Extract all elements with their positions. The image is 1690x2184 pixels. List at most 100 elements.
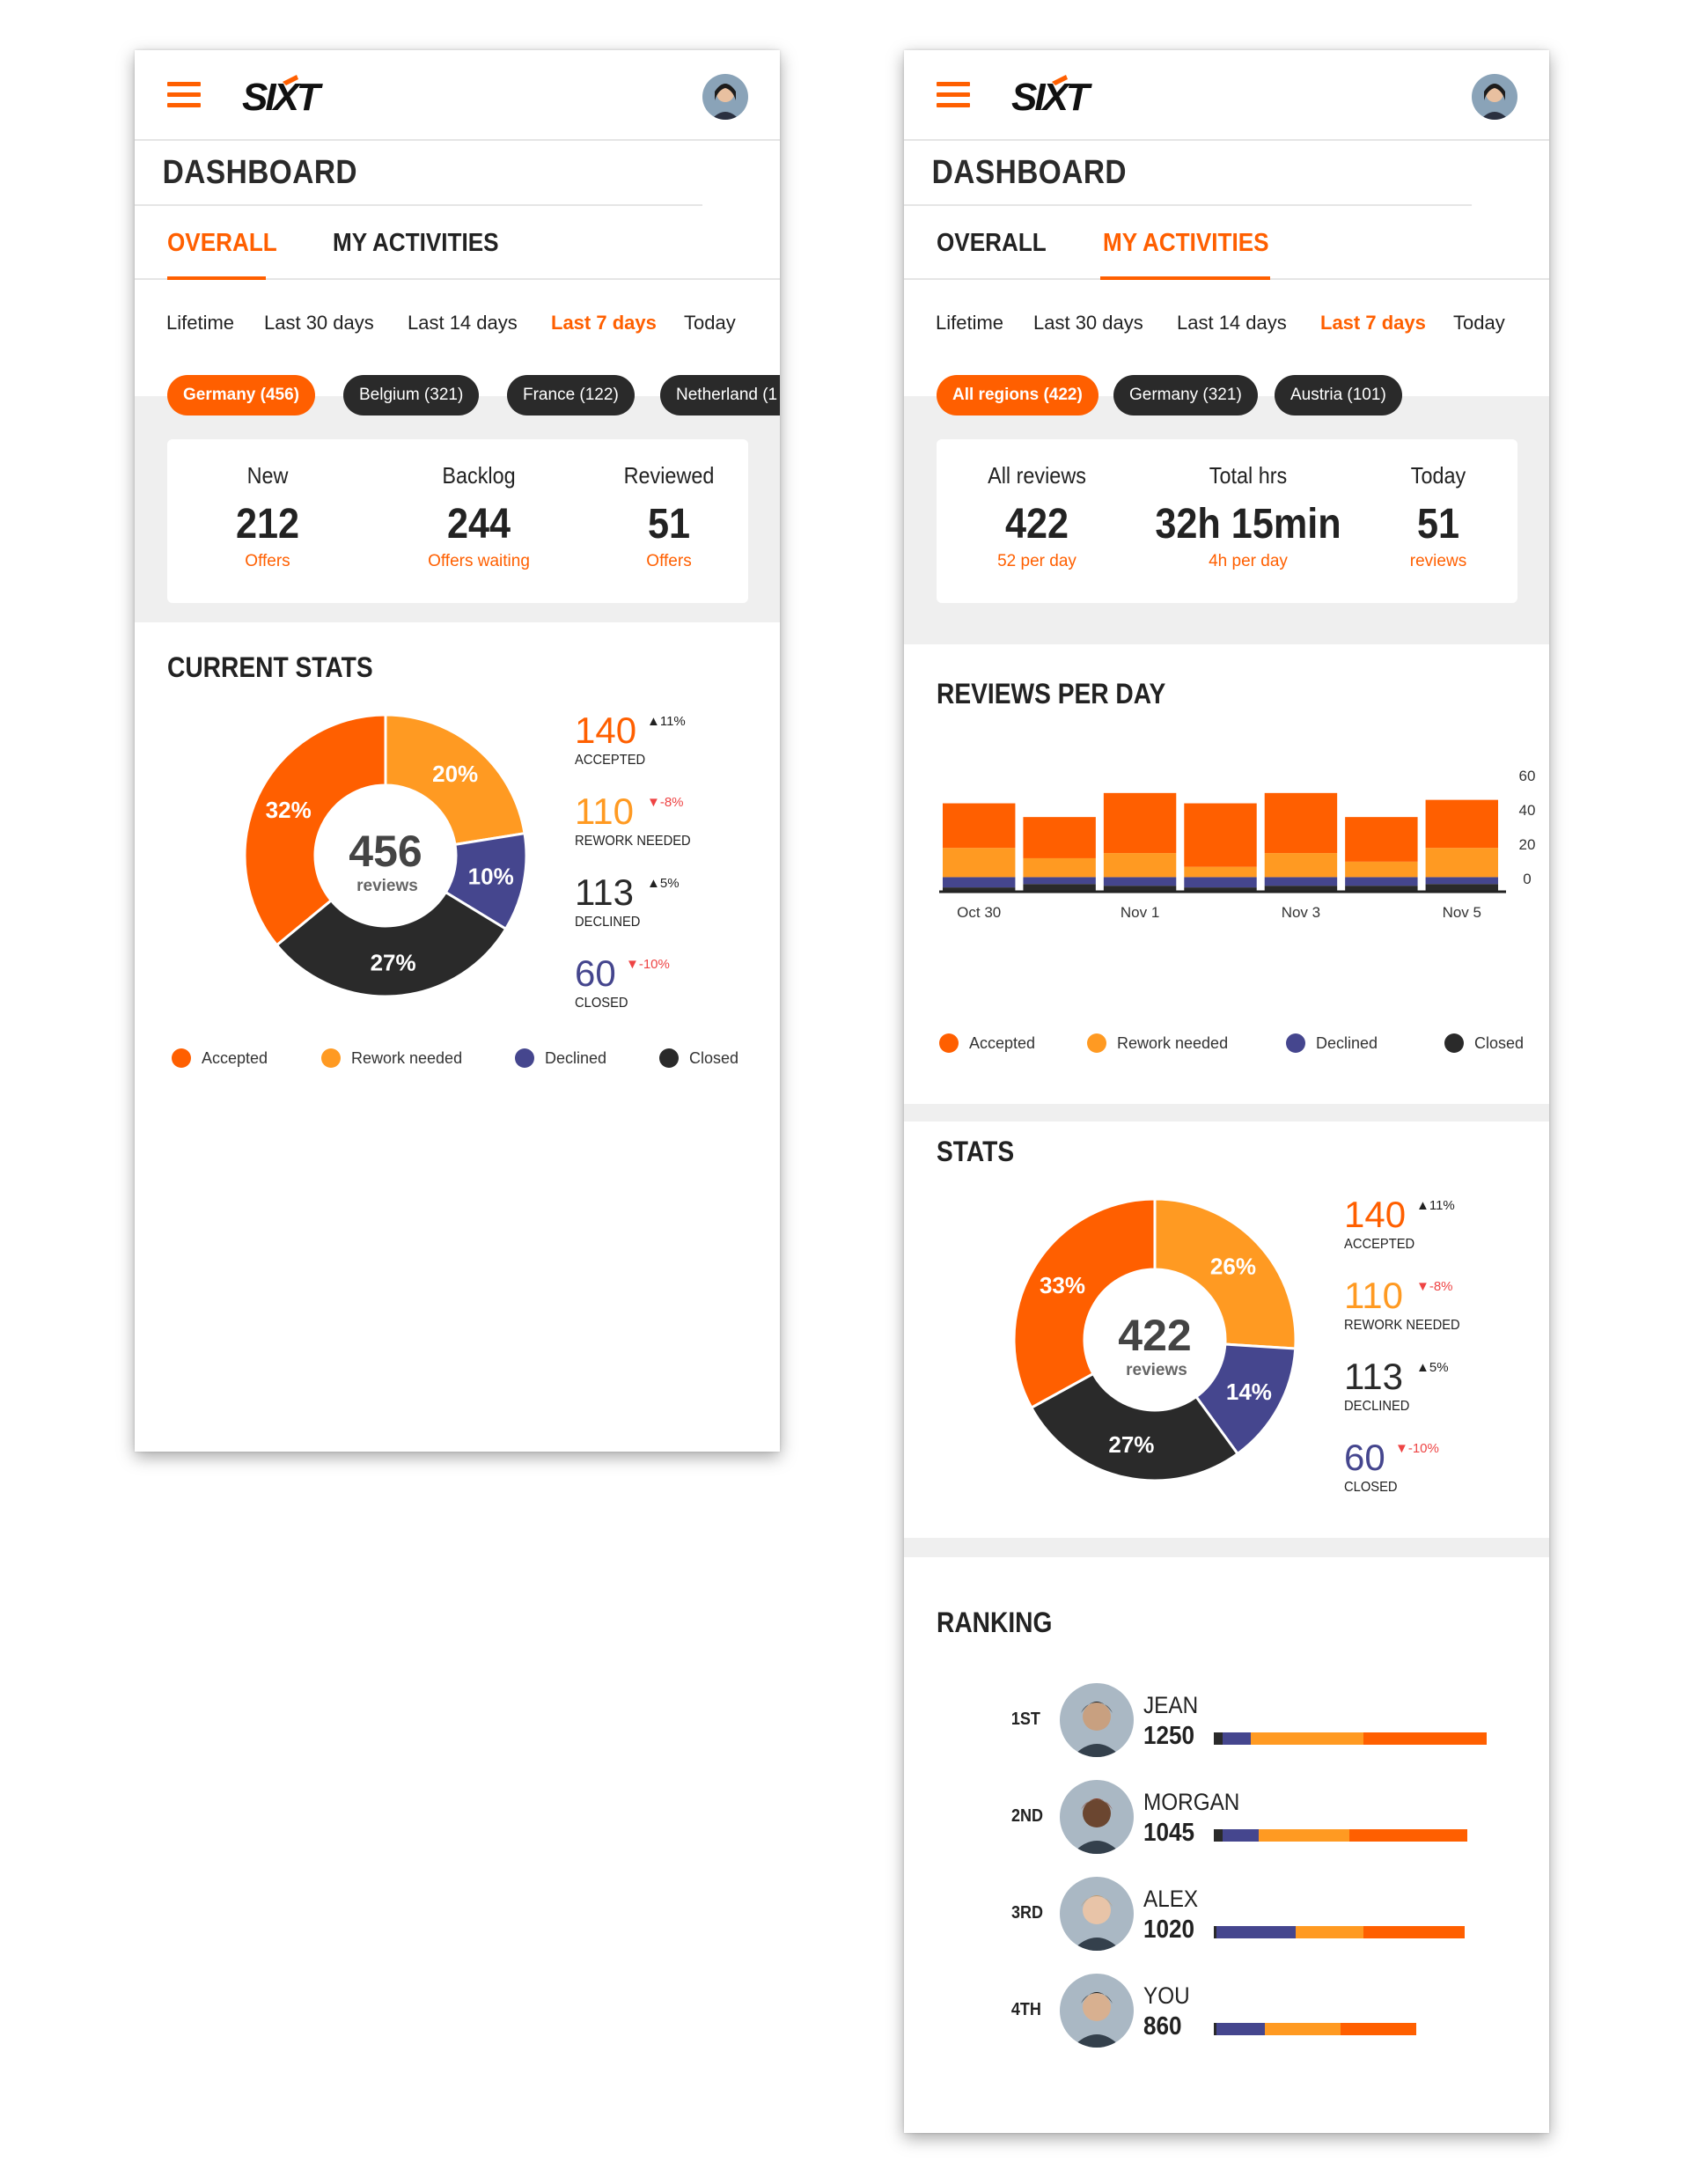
bar-segment-accepted[interactable] <box>1103 792 1177 854</box>
kpi-total-hrs: Total hrs 32h 15min 4h per day <box>1145 462 1352 571</box>
avatar[interactable] <box>1472 74 1517 120</box>
avatar <box>1060 1974 1134 2048</box>
kpi-backlog: Backlog 244 Offers waiting <box>428 462 530 571</box>
bar-segment-accepted[interactable] <box>1023 817 1096 858</box>
bar-segment-declined[interactable] <box>1345 877 1418 886</box>
bar-segment-closed[interactable] <box>1184 887 1257 891</box>
legend-item-accepted[interactable]: Accepted <box>939 1033 1035 1053</box>
bar-segment-rework[interactable] <box>1103 853 1177 878</box>
bar-segment-declined[interactable] <box>1425 877 1498 885</box>
rank-bar-declined <box>1222 1732 1251 1745</box>
bar-segment-closed[interactable] <box>1425 884 1498 891</box>
tab-my-activities[interactable]: MY ACTIVITIES <box>333 228 499 257</box>
donut-slice-closed[interactable] <box>275 890 508 998</box>
slice-label: 32% <box>266 797 312 823</box>
tab-overall[interactable]: OVERALL <box>167 228 277 257</box>
hamburger-icon[interactable] <box>167 82 201 110</box>
donut-slice-rework[interactable] <box>384 713 526 847</box>
stat-label: DECLINED <box>1344 1399 1410 1414</box>
tab-my-activities[interactable]: MY ACTIVITIES <box>1103 228 1269 257</box>
bar-segment-rework[interactable] <box>1425 848 1498 878</box>
range-last-7-days[interactable]: Last 7 days <box>551 312 657 334</box>
bar-segment-accepted[interactable] <box>1264 792 1338 854</box>
rank-bar-declined <box>1216 1926 1296 1938</box>
bar-segment-accepted[interactable] <box>1345 817 1418 862</box>
section-divider <box>904 1104 1549 1121</box>
donut-total: 456 <box>349 827 422 876</box>
stat-change: ▲11% <box>647 714 686 729</box>
chip-netherland[interactable]: Netherland (1 <box>660 375 780 415</box>
chip-belgium[interactable]: Belgium (321) <box>343 375 480 415</box>
bar-segment-rework[interactable] <box>1184 866 1257 878</box>
range-today[interactable]: Today <box>1453 312 1505 334</box>
ranking-row[interactable]: 3RD ALEX 1020 <box>904 1877 1549 1956</box>
x-tick-label: Oct 30 <box>957 904 1001 921</box>
chip-france[interactable]: France (122) <box>507 375 635 415</box>
bar-segment-rework[interactable] <box>943 848 1016 878</box>
tab-overall[interactable]: OVERALL <box>937 228 1047 257</box>
bar-segment-closed[interactable] <box>1023 884 1096 891</box>
bar-segment-declined[interactable] <box>1103 877 1177 886</box>
range-today[interactable]: Today <box>684 312 736 334</box>
range-last-14-days[interactable]: Last 14 days <box>1177 312 1287 334</box>
kpi-value: 244 <box>446 501 511 548</box>
bar-segment-accepted[interactable] <box>1184 803 1257 867</box>
stat-change: ▼-8% <box>1416 1279 1453 1294</box>
rank-bar-accepted <box>1363 1732 1488 1745</box>
stat-value: 60 <box>575 952 616 994</box>
bar-segment-closed[interactable] <box>943 887 1016 891</box>
kpi-value: 51 <box>1416 501 1460 548</box>
chip-all-regions[interactable]: All regions (422) <box>937 375 1098 415</box>
range-last-14-days[interactable]: Last 14 days <box>408 312 518 334</box>
donut-slice-closed[interactable] <box>1029 1371 1240 1482</box>
chip-austria[interactable]: Austria (101) <box>1275 375 1402 415</box>
bar-segment-rework[interactable] <box>1023 857 1096 878</box>
legend-item-rework[interactable]: Rework needed <box>321 1048 462 1068</box>
bar-segment-declined[interactable] <box>1184 877 1257 888</box>
legend-item-closed[interactable]: Closed <box>659 1048 738 1068</box>
kpi-sub: Offers <box>245 552 290 570</box>
avatar[interactable] <box>702 74 748 120</box>
bar-segment-closed[interactable] <box>1345 886 1418 891</box>
legend-item-closed[interactable]: Closed <box>1444 1033 1524 1053</box>
hamburger-icon[interactable] <box>937 82 970 110</box>
legend-item-rework[interactable]: Rework needed <box>1087 1033 1228 1053</box>
range-last-30-days[interactable]: Last 30 days <box>264 312 374 334</box>
legend-item-accepted[interactable]: Accepted <box>172 1048 268 1068</box>
bar-segment-rework[interactable] <box>1264 853 1338 878</box>
rank-score: 1250 <box>1143 1722 1195 1750</box>
chip-germany[interactable]: Germany (456) <box>167 375 316 415</box>
chip-germany[interactable]: Germany (321) <box>1113 375 1258 415</box>
slice-label: 10% <box>468 864 514 890</box>
ranking-row[interactable]: 1ST JEAN 1250 <box>904 1683 1549 1762</box>
donut-slice-rework[interactable] <box>1153 1197 1297 1350</box>
bar-segment-declined[interactable] <box>1264 877 1338 886</box>
donut-slice-accepted[interactable] <box>243 713 387 947</box>
range-lifetime[interactable]: Lifetime <box>166 312 235 334</box>
bar-segment-declined[interactable] <box>1023 877 1096 885</box>
slice-label: 33% <box>1040 1272 1085 1298</box>
legend-item-declined[interactable]: Declined <box>1286 1033 1378 1053</box>
bar-segment-rework[interactable] <box>1345 861 1418 878</box>
stat-rework-needed: 110 ▼-8% REWORK NEEDED <box>1344 1277 1470 1358</box>
ranking-row[interactable]: 4TH YOU 860 <box>904 1974 1549 2053</box>
chart-legend: Accepted Rework needed Declined Closed <box>939 1033 1538 1060</box>
range-lifetime[interactable]: Lifetime <box>936 312 1004 334</box>
bar-segment-accepted[interactable] <box>1425 799 1498 849</box>
bar-segment-closed[interactable] <box>1264 886 1338 891</box>
y-tick-label: 20 <box>1519 836 1536 853</box>
sixt-logo: SIXT <box>1011 75 1095 119</box>
legend-item-declined[interactable]: Declined <box>515 1048 606 1068</box>
stat-closed: 60 ▼-10% CLOSED <box>575 955 701 1036</box>
bar-segment-declined[interactable] <box>943 877 1016 888</box>
ranking-row[interactable]: 2ND MORGAN 1045 <box>904 1780 1549 1859</box>
bar-segment-closed[interactable] <box>1103 886 1177 891</box>
kpi-label: Backlog <box>442 462 516 489</box>
active-tab-indicator <box>167 276 266 280</box>
bar-segment-accepted[interactable] <box>943 803 1016 849</box>
active-tab-indicator <box>1100 276 1270 280</box>
donut-slice-accepted[interactable] <box>1012 1197 1157 1410</box>
range-last-30-days[interactable]: Last 30 days <box>1033 312 1143 334</box>
range-last-7-days[interactable]: Last 7 days <box>1320 312 1426 334</box>
rank-position: 3RD <box>1011 1903 1044 1923</box>
